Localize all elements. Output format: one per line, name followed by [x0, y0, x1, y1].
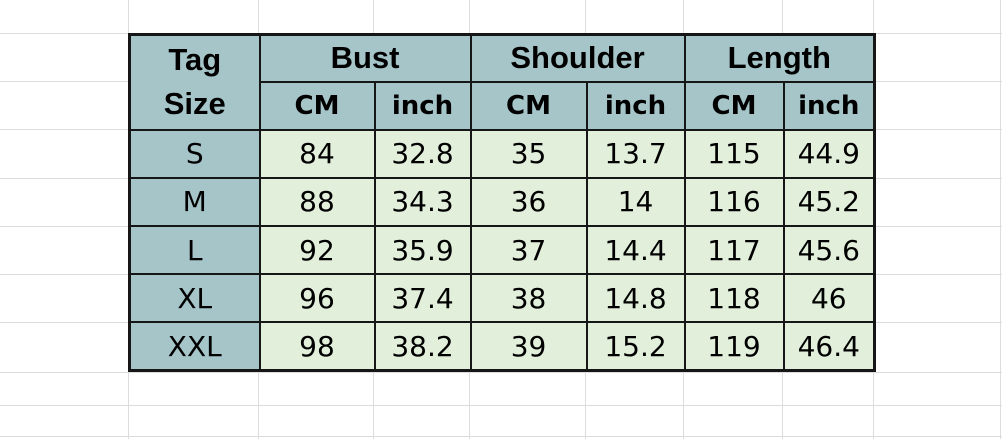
corner-header-line1: Tag [168, 42, 222, 78]
value-cell: 14.4 [585, 225, 686, 276]
size-cell: L [128, 225, 261, 276]
subheader-length-cm: CM [683, 80, 785, 131]
group-header-length: Length [683, 33, 876, 83]
value-cell: 96 [258, 273, 376, 324]
value-cell: 15.2 [585, 321, 686, 372]
subheader-bust-inch: inch [373, 80, 472, 131]
value-cell: 13.7 [585, 128, 686, 179]
value-cell: 88 [258, 176, 376, 228]
value-cell: 14 [585, 176, 686, 228]
size-cell: S [128, 128, 261, 179]
value-cell: 37.4 [373, 273, 472, 324]
value-cell: 38 [469, 273, 588, 324]
value-cell: 116 [683, 176, 785, 228]
grid-hline [0, 405, 1002, 406]
table-row-m: M 88 34.3 36 14 116 45.2 [128, 176, 876, 228]
table-row-xl: XL 96 37.4 38 14.8 118 46 [128, 273, 876, 324]
value-cell: 118 [683, 273, 785, 324]
value-cell: 39 [469, 321, 588, 372]
table-row-l: L 92 35.9 37 14.4 117 45.6 [128, 225, 876, 276]
grid-vline [1000, 0, 1001, 439]
value-cell: 35 [469, 128, 588, 179]
value-cell: 117 [683, 225, 785, 276]
value-cell: 45.2 [782, 176, 876, 228]
size-chart-table: Tag Size Bust Shoulder Length CM inch CM… [128, 33, 877, 372]
header-group-row: Tag Size Bust Shoulder Length [128, 33, 876, 131]
size-cell: XL [128, 273, 261, 324]
subheader-length-inch: inch [782, 80, 876, 131]
table-row-xxl: XXL 98 38.2 39 15.2 119 46.4 [128, 321, 876, 372]
value-cell: 32.8 [373, 128, 472, 179]
value-cell: 37 [469, 225, 588, 276]
value-cell: 115 [683, 128, 785, 179]
corner-header-line2: Size [163, 86, 226, 122]
header-sub-row: CM inch CM inch CM inch [130, 80, 876, 131]
subheader-shoulder-cm: CM [469, 80, 588, 131]
grid-hline [0, 372, 1002, 373]
value-cell: 44.9 [782, 128, 876, 179]
value-cell: 45.6 [782, 225, 876, 276]
subheader-shoulder-inch: inch [585, 80, 686, 131]
value-cell: 35.9 [373, 225, 472, 276]
value-cell: 92 [258, 225, 376, 276]
value-cell: 38.2 [373, 321, 472, 372]
value-cell: 119 [683, 321, 785, 372]
value-cell: 14.8 [585, 273, 686, 324]
group-header-bust: Bust [258, 33, 472, 83]
subheader-bust-cm: CM [258, 80, 376, 131]
group-header-shoulder: Shoulder [469, 33, 686, 83]
size-chart: Tag Size Bust Shoulder Length CM inch CM… [128, 33, 877, 372]
value-cell: 84 [258, 128, 376, 179]
corner-header-cell: Tag Size [128, 33, 261, 131]
value-cell: 46 [782, 273, 876, 324]
table-row-s: S 84 32.8 35 13.7 115 44.9 [128, 128, 876, 179]
size-cell: XXL [128, 321, 261, 372]
value-cell: 36 [469, 176, 588, 228]
value-cell: 46.4 [782, 321, 876, 372]
value-cell: 98 [258, 321, 376, 372]
grid-hline [0, 436, 1002, 437]
value-cell: 34.3 [373, 176, 472, 228]
size-cell: M [128, 176, 261, 228]
